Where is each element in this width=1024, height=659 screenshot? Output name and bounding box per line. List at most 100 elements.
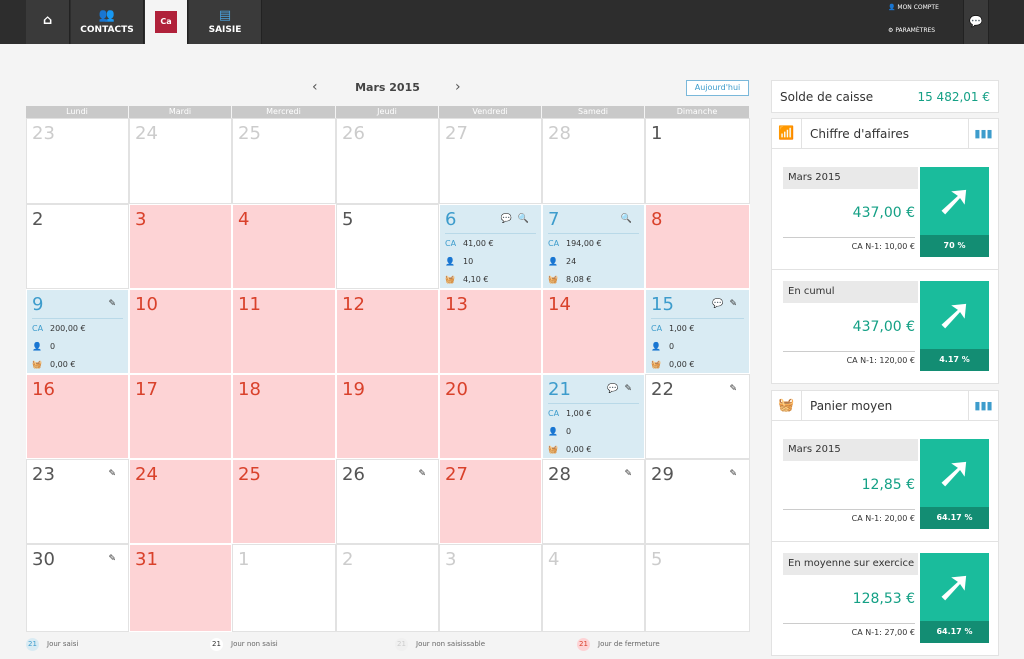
- cell-clients: 👤 10: [445, 257, 473, 266]
- edit-icon[interactable]: ✎: [624, 469, 638, 479]
- comment-icon[interactable]: 💬: [712, 299, 730, 309]
- day-cell[interactable]: 1: [645, 118, 750, 204]
- day-cell[interactable]: 30 ✎: [26, 544, 129, 632]
- search-icon[interactable]: 🔍: [620, 214, 638, 224]
- day-number: 26: [342, 123, 365, 144]
- edit-icon[interactable]: ✎: [624, 384, 638, 394]
- user-icon: 👤: [32, 342, 42, 351]
- edit-icon[interactable]: ✎: [418, 469, 432, 479]
- next-month-button[interactable]: ›: [455, 79, 461, 95]
- day-cell[interactable]: 13: [439, 289, 542, 374]
- ca-label: CA: [32, 324, 44, 333]
- day-cell[interactable]: 5: [336, 204, 439, 289]
- day-cell[interactable]: 12: [336, 289, 439, 374]
- day-number: 16: [32, 379, 55, 400]
- day-number: 8: [651, 209, 663, 230]
- day-number: 9: [32, 294, 44, 315]
- edit-icon[interactable]: ✎: [729, 384, 743, 394]
- comment-icon[interactable]: 💬: [607, 384, 625, 394]
- separator: [445, 233, 536, 234]
- day-number: 25: [238, 123, 261, 144]
- day-cell[interactable]: 2: [26, 204, 129, 289]
- basket-value: 0,00 €: [669, 360, 695, 369]
- day-cell[interactable]: 22 ✎: [645, 374, 750, 459]
- day-cell[interactable]: 17: [129, 374, 232, 459]
- chat-button[interactable]: 💬: [963, 0, 989, 44]
- bar-chart-button[interactable]: ▮▮▮: [968, 119, 998, 149]
- separator: [651, 318, 744, 319]
- bar-chart-button[interactable]: ▮▮▮: [968, 391, 998, 421]
- ca-logo: Ca: [155, 11, 177, 33]
- ca-tab[interactable]: Ca: [145, 0, 188, 44]
- day-cell[interactable]: 16: [26, 374, 129, 459]
- day-cell[interactable]: 21 💬✎ CA 1,00 € 👤 0 🧺 0,00 €: [542, 374, 645, 459]
- day-cell[interactable]: 4: [232, 204, 336, 289]
- day-number: 30: [32, 549, 55, 570]
- saisie-tab[interactable]: ▤ SAISIE: [189, 0, 262, 44]
- today-button[interactable]: Aujourd'hui: [686, 80, 749, 96]
- edit-icon[interactable]: ✎: [108, 554, 122, 564]
- edit-icon[interactable]: ✎: [108, 299, 122, 309]
- day-cell[interactable]: 24: [129, 459, 232, 544]
- day-number: 28: [548, 123, 571, 144]
- ca-label: CA: [445, 239, 457, 248]
- ca-label: CA: [651, 324, 663, 333]
- cell-ca: CA 1,00 €: [548, 409, 591, 418]
- edit-icon[interactable]: ✎: [729, 299, 743, 309]
- edit-icon[interactable]: ✎: [108, 469, 122, 479]
- day-cell[interactable]: 28 ✎: [542, 459, 645, 544]
- day-number: 13: [445, 294, 468, 315]
- day-number: 11: [238, 294, 261, 315]
- legend-label: Jour saisi: [47, 640, 79, 648]
- block-title: Mars 2015: [783, 167, 918, 189]
- day-cell[interactable]: 25: [232, 459, 336, 544]
- day-cell[interactable]: 27: [439, 459, 542, 544]
- home-button[interactable]: ⌂: [26, 0, 70, 44]
- day-cell[interactable]: 31: [129, 544, 232, 632]
- panier-block: En moyenne sur exercice 128,53 € CA N-1: 2…: [783, 553, 989, 655]
- day-number: 4: [548, 549, 560, 570]
- day-cell[interactable]: 7 🔍 CA 194,00 € 👤 24 🧺 8,08 €: [542, 204, 645, 289]
- contacts-tab[interactable]: 👥 CONTACTS: [71, 0, 144, 44]
- day-cell[interactable]: 11: [232, 289, 336, 374]
- day-cell: 5: [645, 544, 750, 632]
- clients-value: 24: [566, 257, 577, 266]
- prev-month-button[interactable]: ‹: [312, 79, 318, 95]
- legend-dot: 21: [26, 638, 39, 651]
- day-cell[interactable]: 6 💬🔍 CA 41,00 € 👤 10 🧺 4,10 €: [439, 204, 542, 289]
- day-cell[interactable]: 10: [129, 289, 232, 374]
- day-number: 28: [548, 464, 571, 485]
- basket-value: 4,10 €: [463, 275, 489, 284]
- comment-icon[interactable]: 💬: [500, 214, 518, 224]
- search-icon[interactable]: 🔍: [517, 214, 535, 224]
- top-navbar: ⌂ 👥 CONTACTS Ca ▤ SAISIE 👤 MON COMPTE ⚙ PA…: [0, 0, 1024, 44]
- day-number: 19: [342, 379, 365, 400]
- day-cell[interactable]: 29 ✎: [645, 459, 750, 544]
- ca-label: CA: [548, 239, 560, 248]
- day-cell[interactable]: 14: [542, 289, 645, 374]
- legend-item: 21 Jour saisi: [26, 638, 78, 651]
- account-link[interactable]: 👤 MON COMPTE: [888, 4, 939, 11]
- cell-actions: 🔍: [621, 213, 638, 224]
- day-cell[interactable]: 19: [336, 374, 439, 459]
- solde-panel: Solde de caisse 15 482,01 €: [771, 80, 999, 113]
- basket-icon: 🧺: [651, 360, 661, 369]
- day-cell[interactable]: 15 💬✎ CA 1,00 € 👤 0 🧺 0,00 €: [645, 289, 750, 374]
- day-cell: 3: [439, 544, 542, 632]
- day-cell[interactable]: 8: [645, 204, 750, 289]
- cell-ca: CA 200,00 €: [32, 324, 86, 333]
- day-cell[interactable]: 3: [129, 204, 232, 289]
- cell-basket: 🧺 0,00 €: [32, 360, 75, 369]
- basket-value: 0,00 €: [566, 445, 592, 454]
- edit-icon[interactable]: ✎: [729, 469, 743, 479]
- day-cell[interactable]: 9 ✎ CA 200,00 € 👤 0 🧺 0,00 €: [26, 289, 129, 374]
- settings-link[interactable]: ⚙ PARAMÈTRES: [888, 27, 936, 34]
- day-cell[interactable]: 26 ✎: [336, 459, 439, 544]
- panier-title: Panier moyen: [810, 399, 893, 413]
- percent-badge: 64.17 %: [920, 621, 989, 643]
- day-cell[interactable]: 18: [232, 374, 336, 459]
- day-cell: 27: [439, 118, 542, 204]
- day-cell[interactable]: 23 ✎: [26, 459, 129, 544]
- day-number: 27: [445, 464, 468, 485]
- day-cell[interactable]: 20: [439, 374, 542, 459]
